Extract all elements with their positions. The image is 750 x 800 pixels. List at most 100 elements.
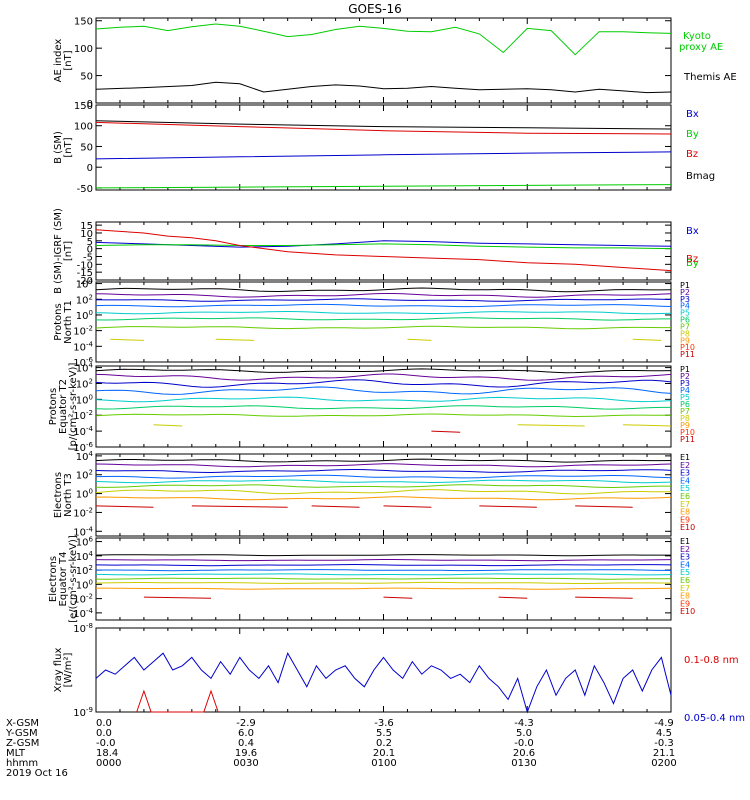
flux-level-line	[95, 479, 672, 484]
legend-label: P10	[680, 343, 695, 352]
footer-value: 0.0	[96, 718, 112, 729]
legend-label: P8	[680, 329, 690, 338]
flux-level-line	[95, 554, 671, 557]
footer-value: 0030	[233, 758, 258, 769]
flux-level-line	[95, 577, 671, 580]
flux-segment	[517, 424, 585, 427]
y-tick-label: 104	[76, 450, 94, 463]
flux-level-line	[95, 310, 672, 315]
flux-segment	[575, 505, 633, 508]
flux-level-line	[95, 396, 672, 403]
y-axis-label: [W/m²]	[63, 652, 74, 687]
legend-label: P6	[680, 316, 690, 325]
y-tick-label: 10	[80, 229, 93, 240]
legend-label: E8	[680, 592, 690, 601]
footer-value: 19.6	[235, 748, 257, 759]
series-line	[95, 121, 672, 135]
panel-8: 10-9 10-8 Xray flux [W/m²] 0.1-0.8 nm 0.05-0.…	[53, 622, 745, 724]
series-line	[95, 120, 672, 130]
footer-value: 20.6	[513, 748, 535, 759]
y-axis-label: B (SM)-IGRF (SM)	[53, 208, 64, 294]
panel-frame	[95, 627, 672, 713]
footer-row-label: Y-GSM	[5, 728, 38, 739]
y-tick-label: 150	[74, 17, 93, 28]
flux-segment	[191, 505, 288, 508]
flux-segment	[153, 424, 183, 427]
y-tick-label: 100	[74, 44, 93, 55]
flux-level-line	[95, 484, 671, 489]
legend-label: 0.1-0.8 nm	[684, 655, 739, 666]
flux-level-line	[95, 303, 672, 308]
y-tick-label: 50	[80, 142, 93, 153]
y-axis-label: Protons	[53, 303, 64, 340]
legend-label: E5	[680, 568, 690, 577]
legend-label: P9	[680, 336, 690, 345]
panel-frame	[95, 17, 672, 104]
footer-value: 0000	[96, 758, 121, 769]
y-tick-label: 102	[76, 469, 93, 482]
flux-segment	[110, 338, 144, 341]
y-tick-label: -5	[83, 252, 93, 263]
legend-label: P1	[680, 281, 690, 290]
flux-level-line	[95, 559, 672, 562]
footer-value: 5.5	[376, 728, 392, 739]
legend-label: Bz	[686, 254, 698, 265]
flux-segment	[143, 596, 212, 599]
legend-label: P2	[680, 372, 690, 381]
legend-label: E1	[680, 453, 690, 462]
y-tick-label: 0	[87, 163, 93, 174]
footer-value: 18.4	[96, 748, 118, 759]
y-tick-label: 10-2	[73, 506, 93, 519]
flux-level-line	[95, 373, 672, 381]
footer-value: 5.0	[516, 728, 532, 739]
legend-label: P10	[680, 428, 695, 437]
flux-level-line	[95, 413, 671, 418]
series-line	[136, 689, 219, 713]
y-tick-label: 100	[74, 122, 93, 133]
flux-level-line	[95, 463, 672, 468]
footer-value: 0.2	[376, 738, 392, 749]
flux-level-line	[95, 317, 671, 321]
legend-label: P7	[680, 407, 690, 416]
footer-value: 4.5	[656, 728, 672, 739]
y-axis-label: Equator T4	[58, 552, 69, 607]
flux-level-line	[95, 386, 672, 395]
series-line	[95, 651, 672, 714]
flux-segment	[311, 505, 360, 508]
flux-level-line	[95, 496, 672, 501]
y-tick-label: 100	[76, 488, 93, 501]
flux-level-line	[95, 569, 672, 572]
legend-label: E7	[680, 584, 690, 593]
flux-segment	[383, 596, 413, 599]
flux-level-line	[95, 587, 672, 590]
legend-label: P4	[680, 302, 690, 311]
legend-label: E4	[680, 560, 690, 569]
footer-value: -2.9	[236, 718, 256, 729]
y-axis-label: North T1	[63, 300, 74, 344]
legend-label: P1	[680, 365, 690, 374]
legend-label: P8	[680, 414, 690, 423]
flux-level-line	[95, 287, 672, 293]
flux-segment	[498, 596, 528, 599]
legend-label: E5	[680, 484, 690, 493]
legend-label: By	[686, 258, 699, 269]
series-line	[95, 240, 672, 248]
legend-label: Bmag	[686, 171, 715, 182]
legend-label: proxy AE	[679, 42, 723, 53]
legend-label: P4	[680, 386, 690, 395]
footer-row-label: X-GSM	[6, 718, 39, 729]
footer-value: 0200	[651, 758, 676, 769]
flux-level-line	[95, 458, 672, 463]
panel-2: -50 0 50 100 150 B (SM) [nT] Bx By Bz Bmag	[53, 101, 715, 195]
legend-label: P6	[680, 400, 690, 409]
flux-segment	[575, 596, 633, 599]
y-tick-label: 5	[87, 237, 93, 248]
y-tick-label: 10-2	[73, 325, 93, 338]
panel-frame	[95, 221, 672, 281]
legend-label: Kyoto	[683, 31, 711, 42]
